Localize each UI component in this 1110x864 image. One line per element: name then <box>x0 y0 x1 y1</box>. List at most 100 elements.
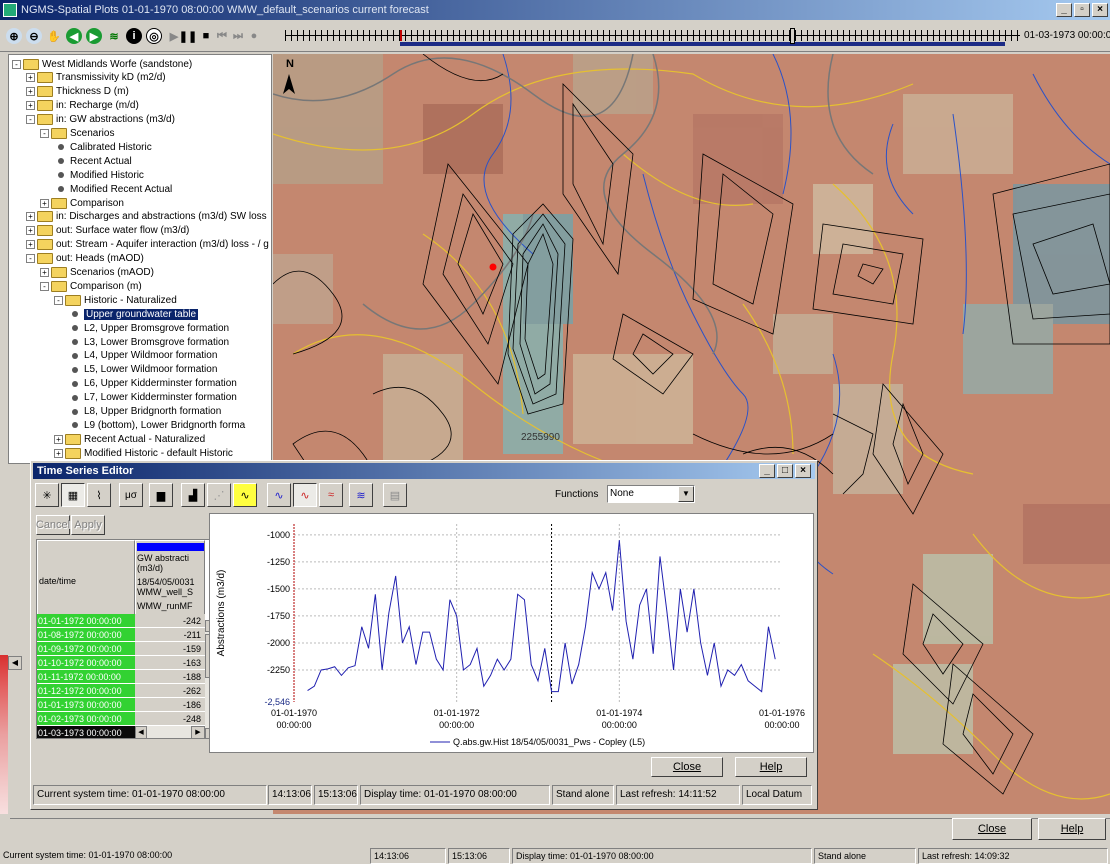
tree-item[interactable]: + out: Surface water flow (m3/d) <box>26 224 189 238</box>
expand-icon[interactable]: + <box>40 268 49 277</box>
collapse-icon[interactable]: - <box>54 295 63 305</box>
expand-icon[interactable]: + <box>54 434 63 444</box>
expand-icon[interactable]: + <box>26 240 35 250</box>
cancel-button[interactable]: Cancel <box>36 515 70 535</box>
close-window-button[interactable]: × <box>1092 3 1108 17</box>
chart-red-icon[interactable]: ∿ <box>293 483 317 507</box>
expand-icon[interactable]: + <box>26 101 35 111</box>
chart-blue-icon[interactable]: ∿ <box>267 483 291 507</box>
forward-arrow-icon[interactable]: ▶ <box>86 28 102 44</box>
tree-item[interactable]: - out: Heads (mAOD) <box>26 252 144 266</box>
collapse-icon[interactable]: - <box>12 59 21 69</box>
tree-item[interactable]: - Historic - Naturalized <box>54 293 177 307</box>
tree-item[interactable]: + Transmissivity kD (m2/d) <box>26 71 166 85</box>
pause-icon[interactable]: ❚❚ <box>178 30 198 43</box>
time-series-chart[interactable]: -1000 -1250 -1500 -1750 -2000 -2250 -2,546 01-0… <box>209 513 814 753</box>
tree-item[interactable]: L8, Upper Bridgnorth formation <box>68 405 221 419</box>
row-value[interactable]: -186 <box>135 698 205 712</box>
tree-item[interactable]: L9 (bottom), Lower Bridgnorth forma <box>68 418 245 432</box>
tse-minimize-button[interactable]: _ <box>759 464 775 478</box>
data-grid[interactable]: date/time GW abstracti (m3/d) 18/54/05/0… <box>36 539 220 739</box>
collapse-icon[interactable]: - <box>26 115 35 125</box>
row-date[interactable]: 01-01-1973 00:00:00 <box>37 698 135 712</box>
data-icon[interactable]: ▆ <box>149 483 173 507</box>
chart-combined-icon[interactable]: ≋ <box>349 483 373 507</box>
row-date[interactable]: 01-08-1972 00:00:00 <box>37 628 135 642</box>
collapse-icon[interactable]: - <box>40 281 49 291</box>
row-value[interactable]: -248 <box>135 712 205 726</box>
scroll-right-icon[interactable]: ▶ <box>191 726 205 738</box>
record-icon[interactable]: ● <box>250 30 258 42</box>
tree-item[interactable]: L4, Upper Wildmoor formation <box>68 349 217 363</box>
tree-item[interactable]: + Comparison <box>40 196 124 210</box>
chart-grey-icon[interactable]: ⋰ <box>207 483 231 507</box>
grid-header-column[interactable]: GW abstracti (m3/d) 18/54/05/0031 WMW_we… <box>135 540 205 620</box>
tse-maximize-button[interactable]: □ <box>777 464 793 478</box>
tree-item[interactable]: + Modified Historic - default Historic <box>54 446 233 460</box>
collapse-icon[interactable]: - <box>26 254 35 264</box>
layer-tree[interactable]: - West Midlands Worfe (sandstone) + Transmi… <box>8 54 272 464</box>
row-date[interactable]: 01-12-1972 00:00:00 <box>37 684 135 698</box>
table-row[interactable]: 01-02-1973 00:00:00 -248 <box>37 712 205 726</box>
expand-icon[interactable]: + <box>40 198 49 208</box>
tse-help-button[interactable]: Help <box>735 757 807 777</box>
grid-header-date[interactable]: date/time <box>37 540 135 620</box>
tree-item[interactable]: - West Midlands Worfe (sandstone) <box>12 57 192 71</box>
table-view-icon[interactable]: ▦ <box>61 483 85 507</box>
graph-view-icon[interactable]: ⌇ <box>87 483 111 507</box>
row-date[interactable]: 01-03-1973 00:00:00 <box>37 726 135 738</box>
chart-bar-icon[interactable]: ▟ <box>181 483 205 507</box>
tree-item[interactable]: Upper groundwater table <box>68 307 199 321</box>
table-row[interactable]: 01-12-1972 00:00:00 -262 <box>37 684 205 698</box>
step-back-icon[interactable]: ⏮ <box>217 29 227 42</box>
asterisk-tool-icon[interactable]: ✳ <box>35 483 59 507</box>
time-slider[interactable] <box>285 28 1020 50</box>
row-value[interactable]: -188 <box>135 670 205 684</box>
step-forward-icon[interactable]: ⏭ <box>233 29 243 42</box>
tree-item[interactable]: Modified Historic <box>54 168 144 182</box>
row-date[interactable]: 01-09-1972 00:00:00 <box>37 642 135 656</box>
zoom-out-icon[interactable]: ⊖ <box>26 28 42 44</box>
table-row[interactable]: 01-09-1972 00:00:00 -159 <box>37 642 205 656</box>
tree-scroll-left-button[interactable]: ◀ <box>8 656 22 670</box>
scroll-left-icon[interactable]: ◀ <box>135 726 147 738</box>
tree-item[interactable]: L7, Lower Kidderminster formation <box>68 391 237 405</box>
expand-icon[interactable]: + <box>26 87 35 97</box>
statistics-icon[interactable]: μσ <box>119 483 143 507</box>
minimize-button[interactable]: _ <box>1056 3 1072 17</box>
row-value[interactable]: -242 <box>135 614 205 628</box>
row-value[interactable]: -159 <box>135 642 205 656</box>
row-date[interactable]: 01-10-1972 00:00:00 <box>37 656 135 670</box>
tse-close-dialog-button[interactable]: Close <box>651 757 723 777</box>
tree-item[interactable]: - in: GW abstractions (m3/d) <box>26 113 175 127</box>
functions-select[interactable]: None ▼ <box>607 485 695 503</box>
apply-button[interactable]: Apply <box>71 515 105 535</box>
help-button[interactable]: Help <box>1038 818 1106 840</box>
expand-icon[interactable]: + <box>54 448 63 458</box>
expand-icon[interactable]: + <box>26 226 35 236</box>
tse-close-button[interactable]: × <box>795 464 811 478</box>
tree-item[interactable]: L3, Lower Bromsgrove formation <box>68 335 229 349</box>
restore-button[interactable]: ▫ <box>1074 3 1090 17</box>
row-date[interactable]: 01-02-1973 00:00:00 <box>37 712 135 726</box>
tree-item[interactable]: Modified Recent Actual <box>54 182 172 196</box>
chart-highlight-icon[interactable]: ∿ <box>233 483 257 507</box>
stop-icon[interactable]: ■ <box>202 30 210 42</box>
tree-item[interactable]: - Scenarios <box>40 127 114 141</box>
grid-hscroll[interactable]: ◀ ▶ <box>135 726 205 738</box>
row-value[interactable]: -211 <box>135 628 205 642</box>
collapse-icon[interactable]: - <box>40 129 49 138</box>
table-row[interactable]: 01-01-1972 00:00:00 -242 <box>37 614 205 628</box>
row-date[interactable]: 01-01-1972 00:00:00 <box>37 614 135 628</box>
back-arrow-icon[interactable]: ◀ <box>66 28 82 44</box>
save-disk-icon[interactable]: ▤ <box>383 483 407 507</box>
zoom-in-icon[interactable]: ⊕ <box>6 28 22 44</box>
chevron-down-icon[interactable]: ▼ <box>678 486 694 502</box>
tree-item[interactable]: + out: Stream - Aquifer interaction (m3/d… <box>26 238 269 252</box>
tree-item[interactable]: Calibrated Historic <box>54 140 152 154</box>
time-series-icon[interactable]: ◎ <box>146 28 162 44</box>
tree-item[interactable]: + Scenarios (mAOD) <box>40 266 154 280</box>
close-button[interactable]: Close <box>952 818 1032 840</box>
tree-item[interactable]: - Comparison (m) <box>40 279 142 293</box>
row-date[interactable]: 01-11-1972 00:00:00 <box>37 670 135 684</box>
